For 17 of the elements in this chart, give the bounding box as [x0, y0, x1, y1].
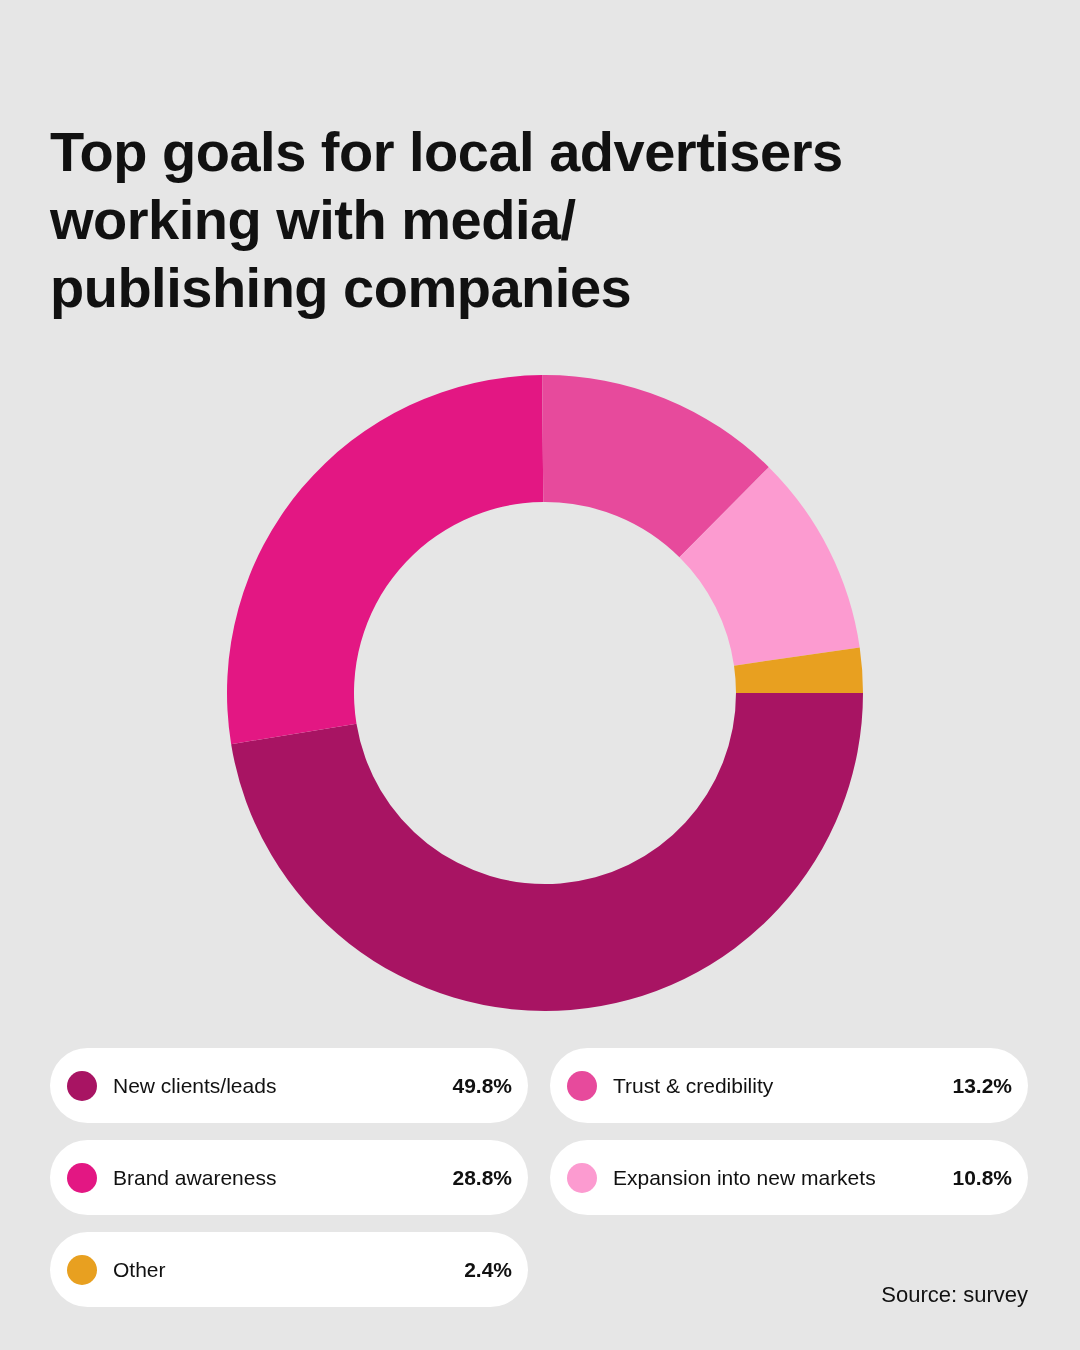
donut-slice: [679, 467, 860, 666]
legend-label: Expansion into new markets: [613, 1165, 877, 1190]
data-label: 2.4%: [464, 1257, 512, 1282]
source-note: Source: survey: [881, 1282, 1028, 1307]
legend-label: Other: [113, 1257, 167, 1282]
donut-slice: [734, 647, 863, 693]
data-label: 10.8%: [952, 1165, 1012, 1190]
chart-title: Top goals for local advertisers working with media/publishing companies: [50, 120, 843, 319]
donut-slice: [227, 375, 544, 745]
donut-slice: [542, 375, 769, 558]
legend-label: New clients/leads: [113, 1073, 278, 1098]
donut-slice: [231, 693, 863, 1011]
data-label: 49.8%: [452, 1073, 512, 1098]
legend-label: Trust & credibility: [613, 1073, 775, 1098]
data-label: 13.2%: [952, 1073, 1012, 1098]
legend-label: Brand awareness: [113, 1165, 278, 1190]
data-label: 28.8%: [452, 1165, 512, 1190]
